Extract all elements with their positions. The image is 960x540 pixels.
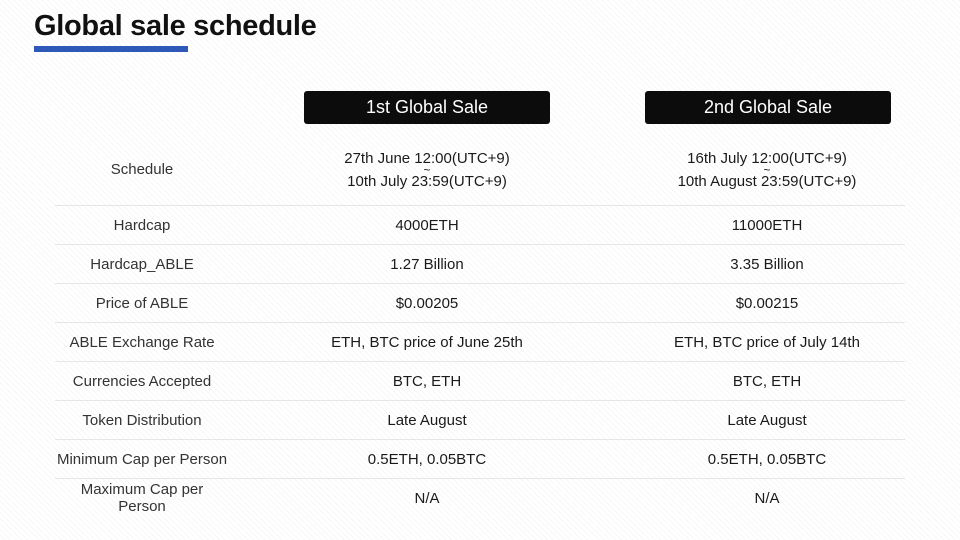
cell-sale2: $0.00215 xyxy=(735,294,799,312)
title-underline xyxy=(34,46,188,52)
cell-sale1: ETH, BTC price of June 25th xyxy=(331,333,523,351)
page-title: Global sale schedule xyxy=(34,10,317,42)
cell-sale2: 11000ETH xyxy=(731,216,803,234)
table-row-hardcap: Hardcap 4000ETH 11000ETH xyxy=(55,206,905,245)
row-label: Token Distribution xyxy=(82,411,202,429)
schedule-start: 16th July 12:00(UTC+9) xyxy=(687,149,847,167)
row-label: Minimum Cap per Person xyxy=(56,450,228,468)
column-header-2nd-global-sale: 2nd Global Sale xyxy=(645,91,891,124)
row-label: Currencies Accepted xyxy=(72,372,212,390)
cell-sale2: N/A xyxy=(754,489,780,507)
cell-sale1: 0.5ETH, 0.05BTC xyxy=(367,450,487,468)
schedule-end: 10th August 23:59(UTC+9) xyxy=(677,172,857,190)
schedule-sale1: 27th June 12:00(UTC+9) ~ 10th July 23:59… xyxy=(297,151,557,189)
table-row-price-of-able: Price of ABLE $0.00205 $0.00215 xyxy=(55,284,905,323)
table-row-hardcap-able: Hardcap_ABLE 1.27 Billion 3.35 Billion xyxy=(55,245,905,284)
table-row-currencies-accepted: Currencies Accepted BTC, ETH BTC, ETH xyxy=(55,362,905,401)
column-header-1st-global-sale: 1st Global Sale xyxy=(304,91,550,124)
schedule-separator: ~ xyxy=(423,162,431,177)
row-label: Price of ABLE xyxy=(95,294,189,312)
table-row-schedule: Schedule 27th June 12:00(UTC+9) ~ 10th J… xyxy=(55,134,905,206)
row-label: Hardcap xyxy=(113,216,171,234)
sale-schedule-table: Schedule 27th June 12:00(UTC+9) ~ 10th J… xyxy=(55,134,905,517)
table-row-maximum-cap: Maximum Cap per Person N/A N/A xyxy=(55,479,905,517)
cell-sale2: BTC, ETH xyxy=(732,372,802,390)
row-label: Schedule xyxy=(110,161,174,178)
cell-sale1: 1.27 Billion xyxy=(390,255,464,273)
schedule-start: 27th June 12:00(UTC+9) xyxy=(344,149,510,167)
cell-sale2: 0.5ETH, 0.05BTC xyxy=(707,450,827,468)
table-row-minimum-cap: Minimum Cap per Person 0.5ETH, 0.05BTC 0… xyxy=(55,440,905,479)
schedule-sale2: 16th July 12:00(UTC+9) ~ 10th August 23:… xyxy=(637,151,897,189)
cell-sale2: Late August xyxy=(727,411,807,429)
schedule-end: 10th July 23:59(UTC+9) xyxy=(347,172,507,190)
cell-sale1: Late August xyxy=(387,411,467,429)
cell-sale1: $0.00205 xyxy=(395,294,459,312)
cell-sale1: N/A xyxy=(414,489,440,507)
cell-sale2: 3.35 Billion xyxy=(730,255,804,273)
cell-sale2: ETH, BTC price of July 14th xyxy=(674,333,860,351)
cell-sale1: BTC, ETH xyxy=(392,372,462,390)
row-label: Hardcap_ABLE xyxy=(90,255,194,273)
row-label: ABLE Exchange Rate xyxy=(69,333,215,351)
table-row-token-distribution: Token Distribution Late August Late Augu… xyxy=(55,401,905,440)
row-label: Maximum Cap per Person xyxy=(80,481,204,515)
schedule-separator: ~ xyxy=(763,162,771,177)
table-row-exchange-rate: ABLE Exchange Rate ETH, BTC price of Jun… xyxy=(55,323,905,362)
cell-sale1: 4000ETH xyxy=(395,216,459,234)
